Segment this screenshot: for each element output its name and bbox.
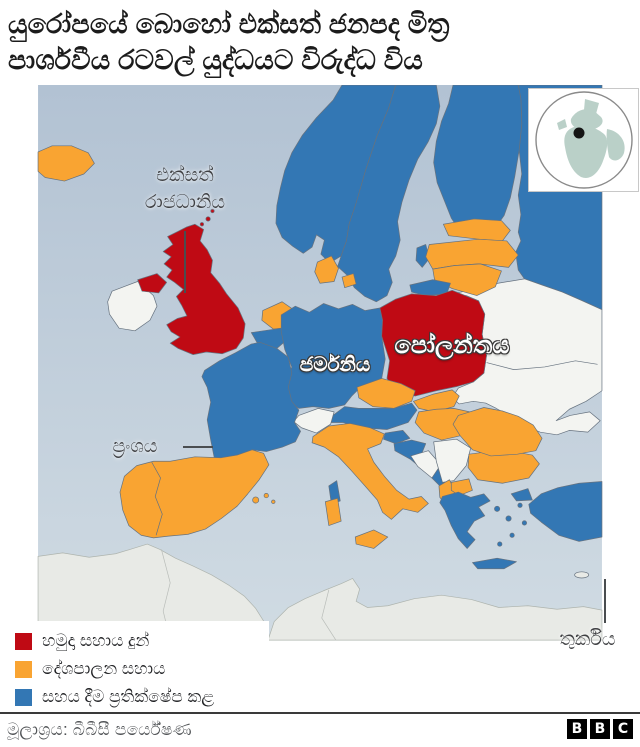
country-cyprus: [574, 571, 590, 579]
bbc-logo-letter: C: [613, 719, 633, 739]
country-austria: [330, 402, 418, 430]
country-estonia: [443, 218, 511, 242]
title-line-2: පාර්ශවීය රටවල් යුද්ධයට විරුද්ධ විය: [8, 44, 423, 75]
label-germany: ජර්මනිය: [299, 354, 371, 376]
africa-border: [321, 589, 337, 641]
country-slovenia: [383, 430, 411, 444]
label-united-kingdom: එක්සත් රාජධානිය: [144, 165, 225, 213]
legend: හමුදා සහාය දුන් දේශපාලන සහාය සහය දීම ප්‍…: [6, 621, 269, 712]
label-france: ප්‍රංශය: [112, 436, 158, 457]
greek-island: [497, 541, 503, 547]
country-sicily: [354, 529, 389, 549]
globe-location-dot: [573, 127, 585, 139]
country-romania: [452, 407, 543, 457]
europe-map: එක්සත් රාජධානිය ජර්මනිය පෝලන්තය ප්‍රංශය …: [0, 85, 640, 715]
country-serbia: [433, 438, 472, 483]
country-france: [201, 341, 301, 459]
country-iceland: [37, 145, 95, 182]
label-poland: පෝලන්තය: [394, 332, 510, 359]
country-northern-ireland: [137, 273, 168, 294]
bbc-logo-letter: B: [567, 719, 587, 739]
label-turkey: තුර්කිය: [559, 629, 616, 650]
footer-divider: [0, 712, 640, 714]
leader-france: [183, 446, 213, 448]
greek-island: [505, 515, 512, 522]
country-czechia: [356, 378, 416, 409]
leader-turkey: [604, 579, 606, 623]
country-united-kingdom: [162, 223, 246, 355]
legend-item-political: දේශපාලන සහාය: [15, 659, 259, 679]
bbc-logo: B B C: [567, 719, 633, 739]
balearic-island: [252, 496, 260, 504]
greek-island: [521, 520, 527, 526]
legend-label-political: දේශපාලන සහාය: [42, 659, 166, 678]
greek-island: [509, 532, 515, 538]
country-greece: [439, 491, 491, 549]
page-title: යුරෝපයේ බොහෝ එක්සත් ජනපද මිත්‍ර පාර්ශවීය…: [0, 0, 640, 85]
legend-label-military: හමුදා සහාය දුන්: [42, 631, 150, 650]
legend-item-military: හමුදා සහාය දුන්: [15, 631, 259, 651]
leader-united-kingdom: [184, 231, 186, 293]
country-north-africa-east: [267, 578, 603, 641]
legend-label-refused: සහය දීම ප්‍රතික්ෂේප කළ: [42, 687, 215, 706]
uk-isles: [199, 222, 205, 227]
globe-landmass: [557, 99, 625, 178]
belarus-ukraine-border: [486, 360, 598, 370]
country-turkey-thrace: [510, 488, 533, 502]
country-denmark-isle: [341, 273, 357, 289]
country-latvia: [425, 238, 519, 270]
country-sweden: [337, 85, 441, 303]
country-gotland: [415, 244, 430, 268]
country-italy: [311, 422, 429, 520]
title-line-1: යුරෝපයේ බොහෝ එක්සත් ජනපද මිත්‍ර: [8, 9, 450, 39]
country-turkey: [528, 481, 603, 542]
source-text: මූලාශ්‍රය: බීබීසී පර්යේෂණ: [7, 720, 192, 739]
greek-island: [517, 502, 523, 508]
legend-swatch-political: [15, 660, 32, 678]
bbc-logo-letter: B: [590, 719, 610, 739]
uk-isles: [210, 208, 215, 214]
greek-island: [494, 505, 501, 512]
country-north-macedonia: [450, 478, 473, 496]
legend-item-refused: සහය දීම ප්‍රතික්ෂේප කළ: [15, 687, 259, 707]
footer: මූලාශ්‍රය: බීබීසී පර්යේෂණ B B C: [0, 714, 640, 747]
country-sardinia: [324, 497, 342, 526]
portugal-border: [151, 461, 163, 536]
country-denmark: [314, 255, 339, 284]
legend-swatch-refused: [15, 688, 32, 706]
legend-swatch-military: [15, 632, 32, 650]
uk-isles: [205, 216, 211, 222]
balearic-island: [271, 499, 276, 504]
country-poland: [379, 289, 487, 397]
locator-globe: [535, 91, 633, 189]
country-bosnia: [410, 450, 442, 479]
balearic-island: [263, 493, 269, 499]
locator-globe-inset: [528, 88, 639, 192]
country-crete: [472, 557, 517, 570]
country-slovakia: [413, 389, 460, 413]
